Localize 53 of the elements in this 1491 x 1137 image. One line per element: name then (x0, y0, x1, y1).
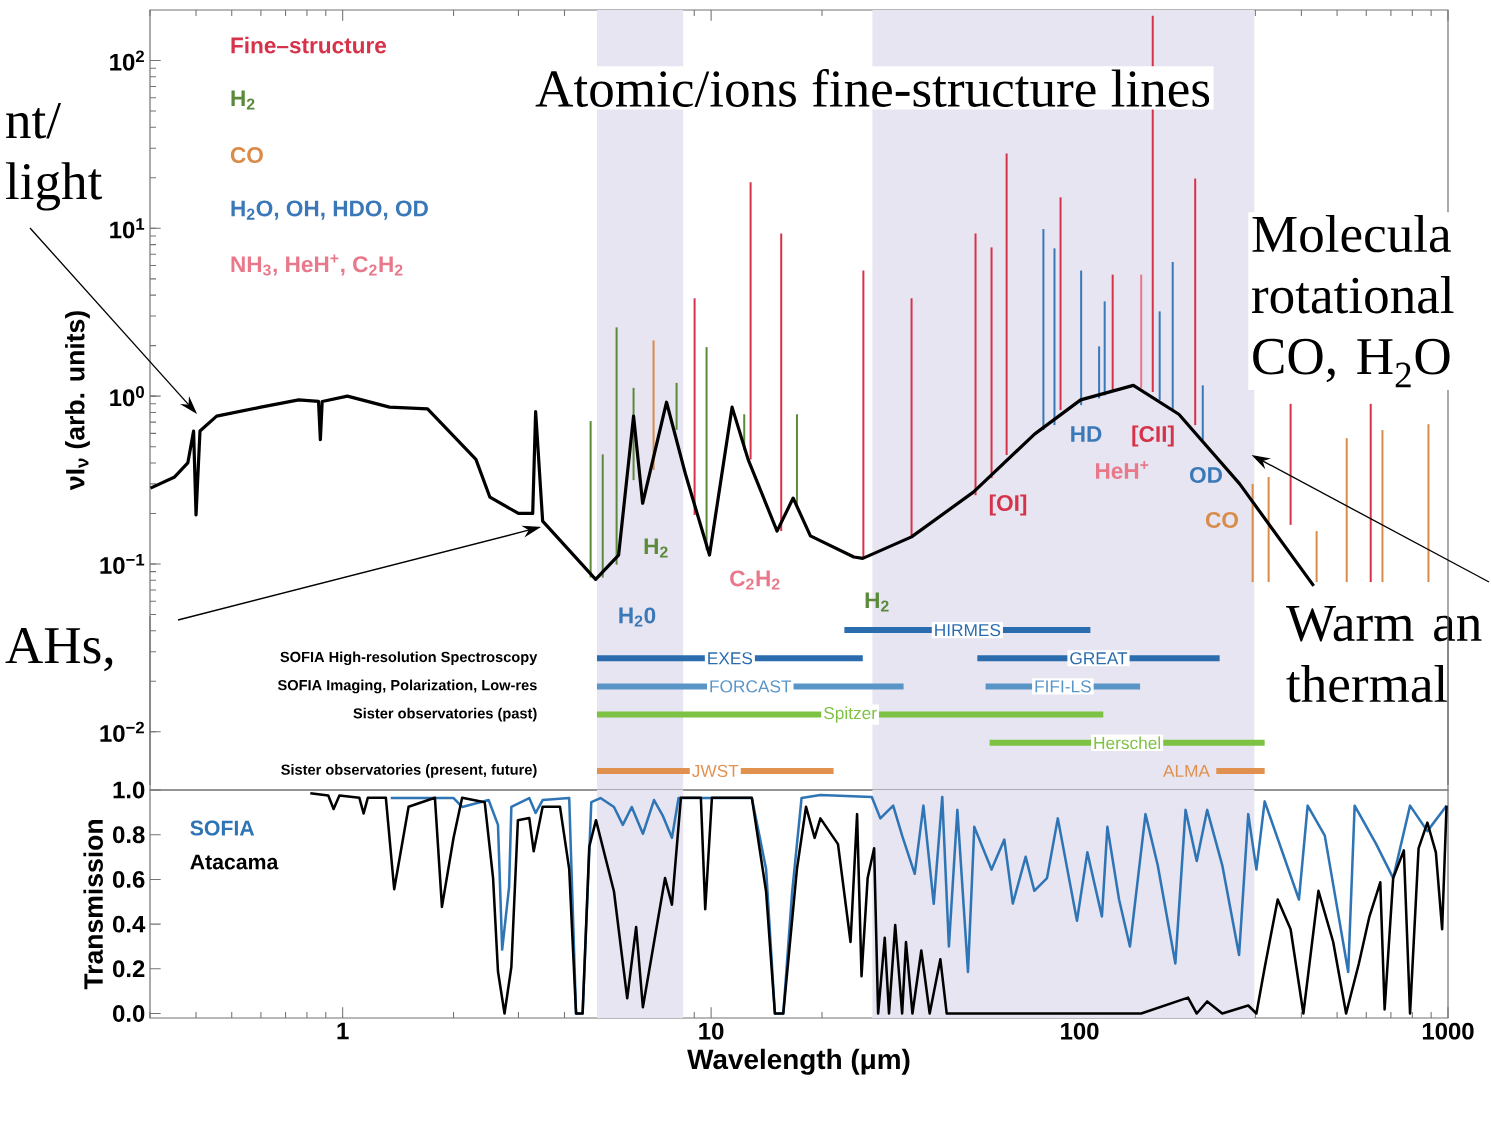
data-label: GREAT (1070, 652, 1128, 665)
annotation: H$_{2}$0 (619, 607, 656, 627)
text: NH$_{3}$, HeH$^{+}$, C$_{2}$H$_{2}$ (231, 254, 403, 276)
y-tick-label: Sister observatories (present, future) (281, 764, 537, 778)
text: CO (230, 147, 263, 164)
text: Atacama (190, 854, 279, 870)
text: SOFIA (190, 820, 255, 836)
y-tick-label: 0.0 (113, 1005, 145, 1022)
y-tick-label: 10$^{0}$ (110, 386, 144, 407)
y-tick-label: Sister observatories (past) (353, 707, 537, 722)
text: nt/ light (5, 102, 103, 211)
y-tick-label: SOFIA High-resolution Spectroscopy (280, 651, 538, 666)
annotation: HeH$^{+}$ (1096, 461, 1149, 479)
y-tick-label: 0.2 (113, 960, 145, 978)
data-label: Spitzer (824, 706, 877, 723)
annotation: Atomic/ions fine-structure lines (535, 69, 1210, 107)
annotation: [CII] (1132, 425, 1174, 447)
y-tick-label: 10$^{1}$ (110, 218, 145, 239)
annotation: HD (1071, 426, 1102, 442)
y-axis-title: Transmission (83, 820, 103, 990)
annotation: OD (1190, 466, 1222, 483)
data-label: Herschel (1094, 736, 1161, 750)
y-tick-label: 10$^{−1}$ (100, 553, 145, 575)
data-label: EXES (708, 652, 753, 665)
y-tick-label: 0.4 (113, 915, 146, 933)
annotation: Warm an thermal (1285, 605, 1482, 703)
y-axis-title: νI$_{ν}$ (arb. units) (65, 311, 90, 491)
data-label: ALMA (1163, 764, 1210, 777)
text: H$_{2}$ (231, 90, 255, 110)
y-tick-label: 1.0 (113, 781, 145, 799)
annotation: CO (1206, 511, 1239, 528)
y-tick-label: SOFIA Imaging, Polarization, Low-res (277, 679, 537, 694)
x-tick-label: 1 (337, 1022, 349, 1040)
y-tick-label: 10$^{−2}$ (100, 721, 144, 742)
text: H$_{2}$O, OH, HDO, OD (231, 200, 428, 220)
x-tick-label: 10 (699, 1022, 724, 1040)
x-tick-label: 100 (1061, 1022, 1099, 1040)
annotation: [OI] (989, 494, 1027, 516)
text: AHs, (5, 627, 113, 672)
x-tick-label: 1000 (1422, 1022, 1474, 1040)
y-tick-label: 10$^{2}$ (110, 50, 144, 71)
annotation: H$_{2}$ (865, 592, 889, 612)
annotation: H$_{2}$ (644, 538, 668, 558)
data-label: JWST (692, 764, 739, 778)
data-label: HIRMES (935, 623, 1001, 637)
y-tick-label: 0.8 (113, 826, 145, 844)
data-label: FIFI-LS (1035, 680, 1091, 693)
annotation: C$_{2}$H$_{2}$ (730, 570, 780, 590)
y-tick-label: 0.6 (113, 870, 145, 888)
text: Fine–structure (231, 36, 387, 54)
x-axis-title: Wavelength (μm) (687, 1048, 910, 1075)
data-label: FORCAST (710, 680, 792, 693)
annotation: Molecula rotational CO, H$_{2}$O (1252, 214, 1454, 388)
